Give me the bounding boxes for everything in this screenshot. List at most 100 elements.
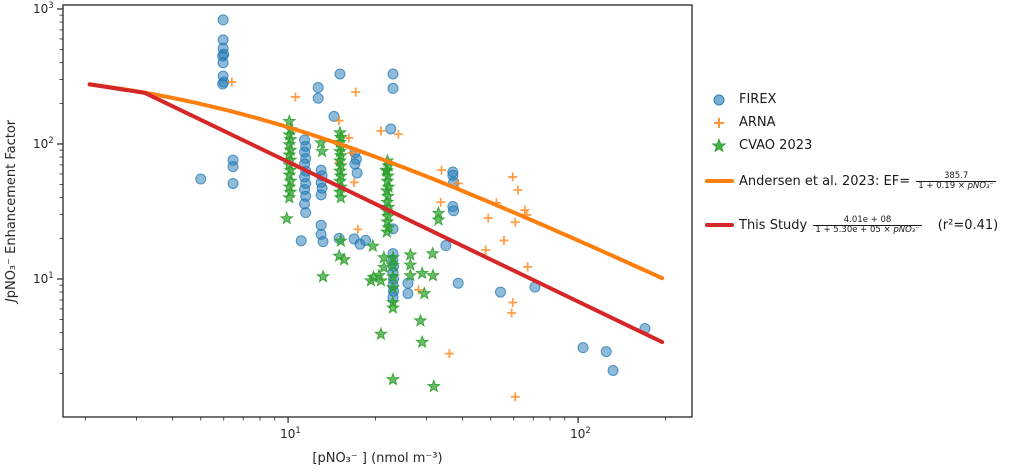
firex-point	[387, 82, 399, 94]
arna-point	[349, 177, 359, 187]
cvao-point	[333, 190, 348, 204]
arna-point	[436, 165, 446, 175]
cvao-point	[385, 295, 401, 309]
firex-point	[385, 123, 397, 135]
firex-point	[227, 161, 239, 173]
arna-point	[507, 308, 517, 318]
cvao-point	[282, 190, 297, 204]
firex-point	[227, 177, 239, 189]
firex-point	[315, 219, 327, 231]
legend-item-cvao: CVAO 2023	[699, 134, 1011, 157]
plot-frame	[62, 4, 693, 418]
cvao-point	[373, 273, 389, 287]
firex-point	[317, 236, 329, 248]
arna-point	[513, 185, 523, 195]
legend-label-andersen: Andersen et al. 2023: EF=	[739, 173, 915, 189]
legend-label-arna: ARNA	[739, 115, 776, 130]
cvao-star-icon	[699, 137, 739, 154]
andersen-line-icon	[699, 179, 739, 183]
study-line-icon	[699, 223, 739, 227]
firex-point	[440, 240, 452, 252]
tick-label: 101	[280, 426, 301, 441]
legend-item-study: This Study 4.01e + 08 1 + 5.30e + 05 × pN…	[699, 207, 1011, 243]
cvao-point	[333, 233, 348, 248]
cvao-point	[415, 265, 430, 280]
y-axis-label: JpNO₃⁻ Enhancement Factor	[4, 119, 19, 305]
firex-circle-icon	[699, 93, 739, 107]
cvao-point	[385, 269, 401, 283]
firex-point	[351, 167, 363, 179]
cvao-point	[372, 268, 387, 282]
cvao-point	[425, 246, 440, 260]
firex-point	[217, 78, 229, 90]
arna-point	[510, 392, 520, 402]
arna-point	[353, 224, 363, 234]
arna-point	[393, 129, 403, 139]
firex-point	[452, 277, 464, 289]
firex-point	[295, 235, 307, 247]
firex-point	[349, 158, 361, 170]
cvao-point	[403, 268, 418, 282]
study-fit-line	[87, 82, 665, 345]
cvao-point	[403, 247, 418, 261]
cvao-point	[385, 280, 401, 294]
tick-label: 103	[33, 1, 54, 16]
arna-point	[334, 116, 344, 126]
cvao-point	[314, 144, 330, 158]
firex-point	[402, 288, 414, 300]
arna-point	[436, 197, 446, 207]
cvao-point	[385, 372, 401, 386]
cvao-point	[336, 252, 352, 266]
legend-r-squared: (r²=0.41)	[937, 217, 999, 233]
arna-point	[510, 217, 520, 227]
cvao-point	[431, 212, 446, 226]
cvao-point	[385, 300, 401, 314]
legend-item-firex: FIREX	[699, 88, 1011, 111]
arna-point	[290, 92, 300, 102]
cvao-point	[426, 378, 441, 393]
arna-point	[508, 172, 518, 182]
firex-point	[312, 92, 324, 104]
cvao-point	[365, 238, 380, 253]
firex-point	[600, 346, 612, 358]
cvao-point	[413, 313, 428, 327]
firex-point	[334, 68, 346, 80]
arna-point	[508, 297, 518, 307]
tick-label: 101	[33, 271, 54, 286]
arna-point	[520, 205, 530, 215]
arna-point	[227, 77, 237, 87]
arna-point	[453, 178, 463, 188]
tick-label: 102	[33, 136, 54, 151]
arna-point	[483, 213, 493, 223]
firex-point	[312, 82, 324, 94]
cvao-point	[279, 211, 294, 225]
firex-point	[300, 207, 312, 219]
arna-point	[351, 87, 361, 97]
arna-point	[376, 126, 386, 136]
firex-point	[494, 286, 506, 298]
cvao-point	[282, 113, 297, 128]
legend-label-cvao: CVAO 2023	[739, 138, 813, 153]
firex-point	[607, 364, 619, 376]
cvao-point	[373, 326, 389, 341]
legend-label-study: This Study	[739, 217, 812, 233]
cvao-point	[425, 268, 441, 282]
arna-point	[444, 349, 454, 359]
arna-point	[414, 285, 424, 295]
firex-point	[195, 173, 207, 185]
arna-point	[344, 133, 354, 143]
x-axis-label: [pNO₃⁻ ] (nmol m⁻³)	[312, 451, 442, 466]
cvao-point	[417, 286, 432, 300]
arna-point	[481, 245, 491, 255]
firex-point	[448, 205, 460, 217]
firex-point	[315, 189, 327, 201]
arna-point	[499, 235, 509, 245]
firex-point	[577, 342, 589, 354]
firex-point	[387, 68, 399, 80]
firex-point	[217, 57, 229, 69]
legend-item-arna: ARNA	[699, 111, 1011, 134]
firex-point	[354, 238, 366, 250]
tick-label: 102	[570, 426, 591, 441]
